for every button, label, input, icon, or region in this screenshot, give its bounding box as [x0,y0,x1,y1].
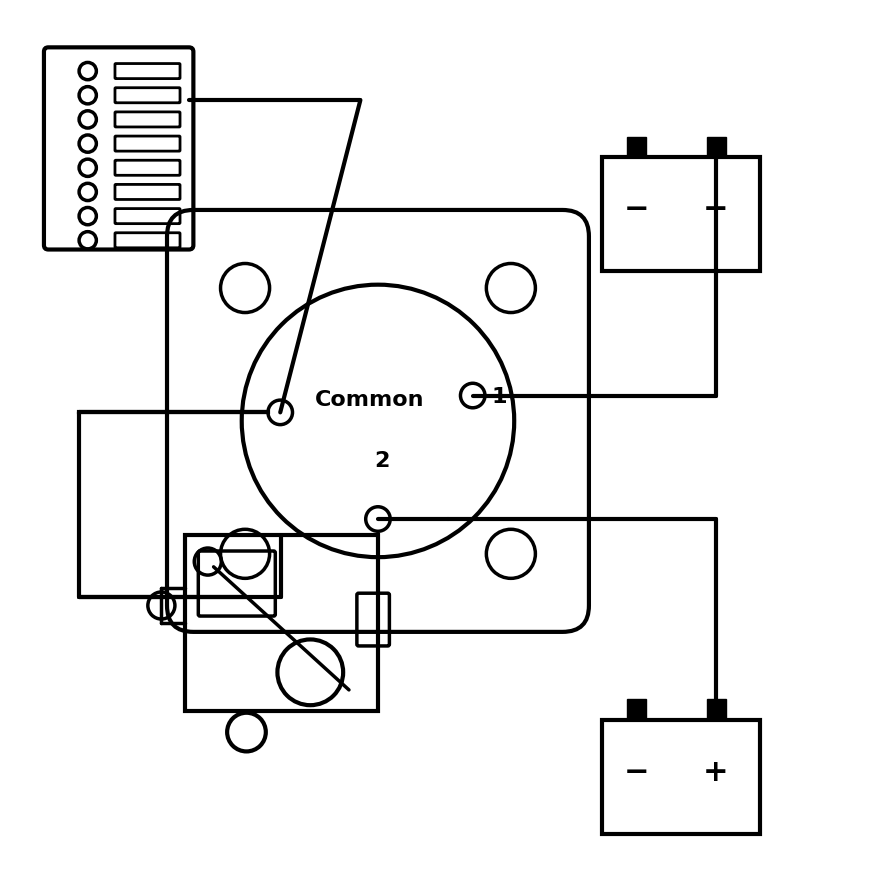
Text: +: + [702,195,728,224]
Text: 2: 2 [374,451,390,471]
Text: Common: Common [314,390,423,409]
Polygon shape [627,700,645,720]
Polygon shape [706,138,724,158]
Polygon shape [627,138,645,158]
Text: +: + [702,757,728,786]
Text: −: − [623,195,649,224]
Text: 1: 1 [491,386,507,406]
Polygon shape [706,700,724,720]
Text: −: − [623,757,649,786]
